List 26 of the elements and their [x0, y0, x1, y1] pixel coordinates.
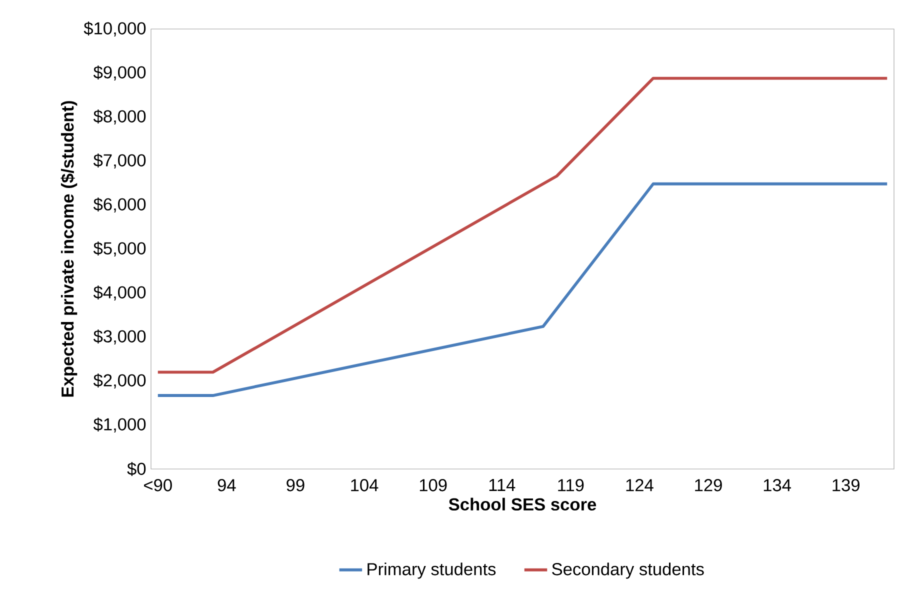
y-tick-label: $1,000	[93, 417, 146, 433]
x-tick-label: <90	[144, 479, 172, 492]
x-tick-label: 119	[558, 479, 584, 492]
y-axis-title: Expected private income ($/student)	[60, 101, 78, 397]
y-tick-label: $0	[127, 462, 146, 476]
x-tick-label: 109	[420, 479, 447, 492]
x-tick-label: 129	[695, 479, 722, 492]
y-tick-label: $10,000	[84, 21, 146, 37]
legend-label: Primary students	[368, 562, 496, 579]
x-tick-label: 94	[218, 479, 236, 492]
x-tick-label: 99	[286, 479, 304, 492]
y-tick-label: $8,000	[93, 109, 146, 125]
x-axis-title: School SES score	[448, 498, 596, 511]
x-tick-label: 114	[489, 479, 516, 491]
y-tick-label: $5,000	[93, 241, 146, 257]
legend-label: Secondary students	[552, 562, 704, 579]
y-tick-label: $4,000	[93, 285, 146, 301]
x-tick-label: 139	[832, 479, 860, 492]
y-tick-label: $9,000	[93, 65, 146, 81]
x-tick-label: 124	[626, 479, 654, 492]
y-tick-label: $7,000	[93, 153, 146, 169]
y-tick-label: $3,000	[93, 329, 146, 345]
x-tick-label: 104	[351, 479, 378, 492]
x-tick-label: 134	[764, 479, 791, 492]
y-tick-label: $6,000	[93, 197, 146, 213]
y-tick-label: $2,000	[93, 373, 146, 389]
